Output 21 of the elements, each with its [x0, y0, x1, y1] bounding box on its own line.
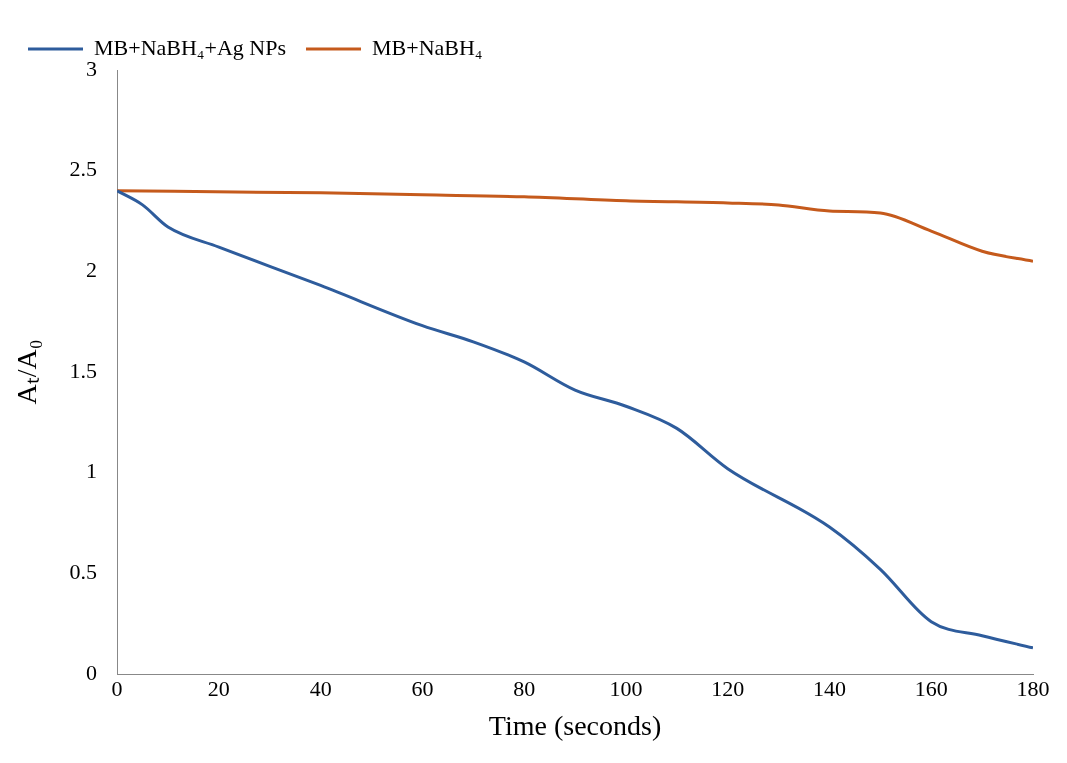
- x-tick-label: 80: [513, 675, 536, 701]
- x-tick-label: 120: [711, 675, 745, 701]
- y-tick-label: 0.5: [69, 559, 98, 585]
- y-tick-label: 1.5: [69, 357, 98, 383]
- x-tick-label: 60: [411, 675, 434, 701]
- y-tick-label: 0: [86, 659, 98, 685]
- line-series: [117, 189, 1033, 263]
- y-axis-title: Aₜ/A₀: [11, 339, 43, 405]
- x-tick-label: 100: [609, 675, 643, 701]
- x-tick-label: 0: [111, 675, 123, 701]
- x-tick-label: 160: [914, 675, 948, 701]
- x-axis-title: Time (seconds): [488, 709, 662, 741]
- x-tick-label: 40: [309, 675, 332, 701]
- y-tick-label: 1: [86, 458, 98, 484]
- x-tick-label: 180: [1016, 675, 1050, 701]
- legend-label: MB+NaBH₄: [372, 34, 483, 60]
- x-tick-label: 140: [812, 675, 846, 701]
- line-series: [117, 189, 1033, 650]
- x-tick-label: 20: [207, 675, 230, 701]
- y-tick-label: 2: [86, 257, 98, 283]
- y-tick-label: 2.5: [69, 156, 98, 182]
